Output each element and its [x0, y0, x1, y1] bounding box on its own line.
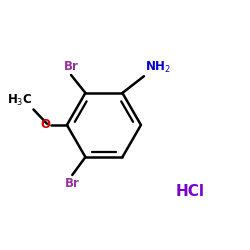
Text: Br: Br — [65, 177, 80, 190]
Text: NH$_2$: NH$_2$ — [145, 60, 171, 75]
Text: O: O — [40, 118, 50, 132]
Text: HCl: HCl — [176, 184, 204, 200]
Text: Br: Br — [64, 60, 78, 73]
Text: H$_3$C: H$_3$C — [7, 93, 32, 108]
